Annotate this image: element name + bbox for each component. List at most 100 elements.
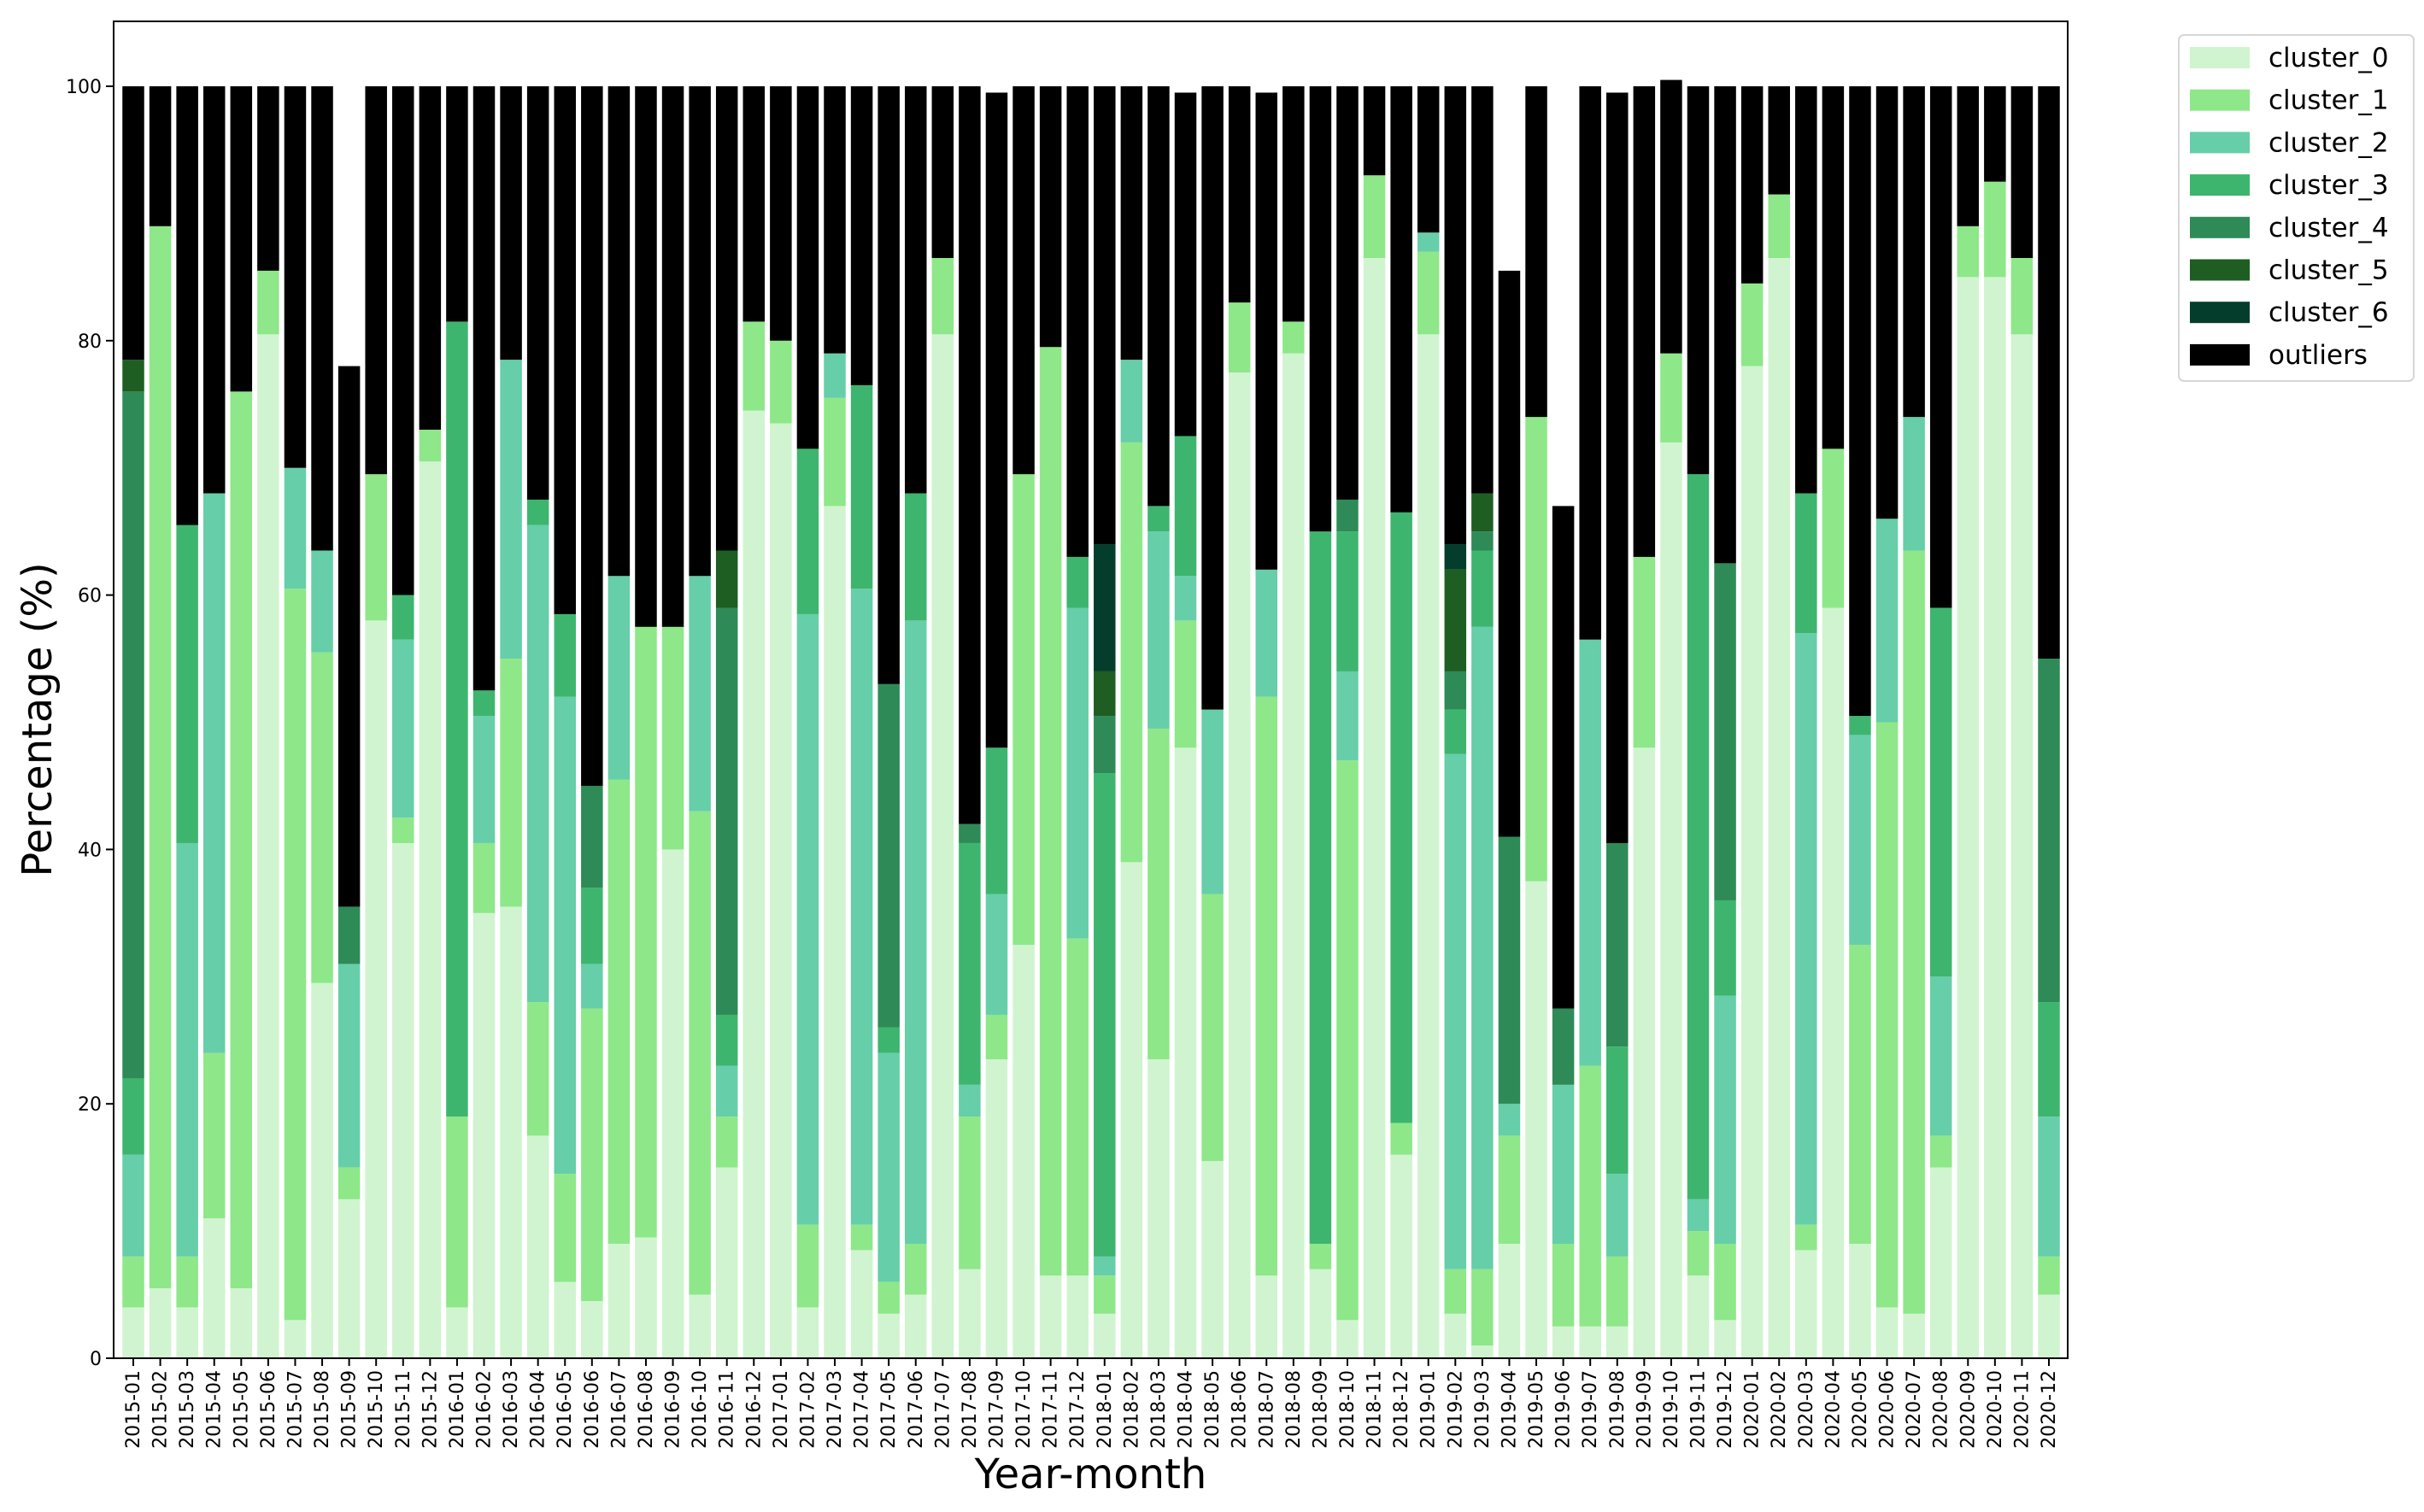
x-tick-label-2018-03: 2018-03 xyxy=(1148,1370,1170,1449)
bar-segment-cluster_3-2019-11 xyxy=(1687,474,1710,1199)
bar-segment-outliers-2015-03 xyxy=(176,86,198,525)
bar-segment-cluster_0-2017-05 xyxy=(877,1313,900,1358)
bar-segment-cluster_4-2019-03 xyxy=(1471,531,1494,551)
bar-segment-cluster_0-2020-08 xyxy=(1929,1167,1952,1358)
bar-segment-cluster_2-2016-10 xyxy=(689,576,711,812)
x-tick-label-2019-02: 2019-02 xyxy=(1445,1370,1466,1449)
bar-segment-cluster_4-2019-06 xyxy=(1552,1008,1575,1085)
bar-segment-outliers-2017-07 xyxy=(931,86,954,259)
bar-segment-cluster_0-2019-04 xyxy=(1498,1243,1521,1358)
bar-segment-cluster_2-2017-06 xyxy=(905,620,927,1244)
x-tick-label-2018-08: 2018-08 xyxy=(1283,1370,1305,1449)
bar-segment-cluster_2-2015-07 xyxy=(284,467,307,589)
bar-segment-cluster_0-2015-09 xyxy=(337,1198,361,1359)
bar-segment-outliers-2015-01 xyxy=(122,86,144,360)
legend-swatch-cluster_0 xyxy=(2190,47,2250,68)
bar-segment-cluster_0-2018-08 xyxy=(1282,353,1305,1359)
x-tick-label-2017-12: 2017-12 xyxy=(1067,1370,1089,1449)
bar-segment-cluster_1-2016-03 xyxy=(500,659,522,907)
bar-segment-cluster_1-2017-08 xyxy=(959,1116,981,1269)
bar-segment-outliers-2018-12 xyxy=(1390,86,1412,513)
x-tick-label-2016-09: 2016-09 xyxy=(663,1370,684,1449)
x-tick-label-2015-04: 2015-04 xyxy=(204,1370,226,1449)
bar-segment-outliers-2016-06 xyxy=(581,86,603,786)
bar-segment-outliers-2016-08 xyxy=(635,86,657,627)
bar-segment-cluster_0-2020-10 xyxy=(1984,277,2006,1359)
bar-segment-cluster_1-2020-11 xyxy=(2010,258,2034,335)
bar-segment-outliers-2018-02 xyxy=(1120,86,1143,360)
bar-segment-cluster_0-2020-06 xyxy=(1875,1307,1899,1358)
bar-segment-cluster_1-2019-04 xyxy=(1498,1135,1521,1244)
bar-segment-cluster_2-2019-08 xyxy=(1606,1174,1629,1257)
bar-segment-cluster_0-2020-01 xyxy=(1740,366,1764,1359)
bar-segment-outliers-2018-04 xyxy=(1174,92,1197,437)
bar-segment-cluster_1-2016-07 xyxy=(607,779,631,1244)
bar-segment-cluster_1-2018-06 xyxy=(1228,302,1251,373)
bar-segment-outliers-2018-11 xyxy=(1363,86,1386,176)
x-tick-label-2015-11: 2015-11 xyxy=(393,1370,414,1449)
bar-segment-cluster_2-2016-02 xyxy=(472,716,496,843)
x-tick-label-2016-03: 2016-03 xyxy=(501,1370,522,1449)
x-tick-label-2016-04: 2016-04 xyxy=(528,1370,549,1449)
bar-segment-cluster_0-2017-10 xyxy=(1012,945,1035,1358)
bar-segment-cluster_3-2015-03 xyxy=(176,525,198,843)
bar-segment-outliers-2016-03 xyxy=(500,86,522,360)
bar-segment-cluster_1-2016-12 xyxy=(742,321,766,411)
bar-segment-outliers-2020-02 xyxy=(1768,86,1790,195)
bar-segment-cluster_2-2018-04 xyxy=(1174,576,1197,621)
bar-segment-cluster_0-2015-02 xyxy=(149,1288,172,1358)
bar-segment-cluster_3-2020-05 xyxy=(1849,716,1871,735)
bar-segment-cluster_0-2016-07 xyxy=(607,1243,631,1358)
legend-box xyxy=(2178,34,2415,382)
bar-segment-cluster_0-2019-10 xyxy=(1660,442,1682,1359)
bar-segment-cluster_4-2020-12 xyxy=(2038,659,2060,1003)
legend-label-cluster_1: cluster_1 xyxy=(2268,85,2389,116)
bar-segment-cluster_2-2017-03 xyxy=(824,353,846,398)
bar-segment-outliers-2015-05 xyxy=(230,86,253,392)
bar-segment-cluster_2-2017-08 xyxy=(959,1084,981,1117)
bar-segment-outliers-2016-10 xyxy=(689,86,711,577)
bar-segment-cluster_0-2018-06 xyxy=(1228,372,1251,1358)
bar-segment-cluster_1-2018-07 xyxy=(1255,696,1277,1276)
bar-segment-cluster_0-2016-10 xyxy=(689,1294,711,1358)
bar-segment-outliers-2016-09 xyxy=(661,86,684,627)
bar-segment-outliers-2019-02 xyxy=(1444,86,1467,545)
bar-segment-cluster_1-2015-09 xyxy=(337,1167,361,1199)
bar-segment-cluster_5-2015-01 xyxy=(122,360,144,392)
y-tick-label: 60 xyxy=(78,586,102,607)
bar-segment-cluster_0-2015-06 xyxy=(257,334,279,1358)
bar-segment-cluster_1-2020-01 xyxy=(1740,283,1764,366)
bar-segment-outliers-2016-07 xyxy=(607,86,631,577)
bar-segment-cluster_1-2016-05 xyxy=(554,1174,576,1282)
x-tick-label-2015-07: 2015-07 xyxy=(285,1370,306,1449)
bar-segment-cluster_3-2020-12 xyxy=(2038,1002,2060,1117)
bar-segment-cluster_0-2020-05 xyxy=(1849,1243,1871,1358)
bar-segment-outliers-2020-11 xyxy=(2010,86,2034,259)
y-tick-label: 0 xyxy=(90,1349,102,1370)
x-axis: 2015-01 2015-02 2015-03 2015-04 2015-05 2015-… xyxy=(123,1358,2060,1449)
bar-segment-outliers-2015-02 xyxy=(149,86,172,226)
bar-segment-cluster_0-2019-08 xyxy=(1606,1326,1629,1358)
bar-segment-cluster_3-2019-03 xyxy=(1471,550,1494,627)
x-tick-label-2015-03: 2015-03 xyxy=(177,1370,198,1449)
bar-segment-outliers-2018-05 xyxy=(1201,86,1224,710)
x-tick-label-2017-11: 2017-11 xyxy=(1041,1370,1062,1449)
legend-label-cluster_0: cluster_0 xyxy=(2268,43,2389,73)
bar-segment-cluster_3-2018-12 xyxy=(1390,512,1412,1123)
bar-segment-cluster_1-2015-07 xyxy=(284,589,307,1321)
legend-label-cluster_6: cluster_6 xyxy=(2268,297,2389,328)
x-tick-label-2015-06: 2015-06 xyxy=(258,1370,279,1449)
bar-segment-cluster_3-2016-04 xyxy=(526,499,549,525)
y-axis: 0 20 40 60 80 100 xyxy=(66,77,114,1370)
bar-segment-cluster_2-2016-03 xyxy=(500,360,522,659)
bar-segment-cluster_0-2018-07 xyxy=(1255,1275,1277,1358)
bar-segment-cluster_2-2017-02 xyxy=(796,613,819,1225)
bar-segment-cluster_0-2017-02 xyxy=(796,1307,819,1358)
bar-segment-cluster_3-2018-10 xyxy=(1336,531,1359,671)
bar-segment-cluster_1-2017-04 xyxy=(850,1224,873,1251)
bar-segment-outliers-2019-07 xyxy=(1579,86,1601,640)
x-tick-label-2016-08: 2016-08 xyxy=(636,1370,657,1449)
bar-segment-cluster_0-2018-01 xyxy=(1094,1313,1116,1358)
bar-segment-cluster_2-2019-04 xyxy=(1498,1104,1521,1136)
bar-segment-cluster_5-2016-11 xyxy=(715,550,738,608)
